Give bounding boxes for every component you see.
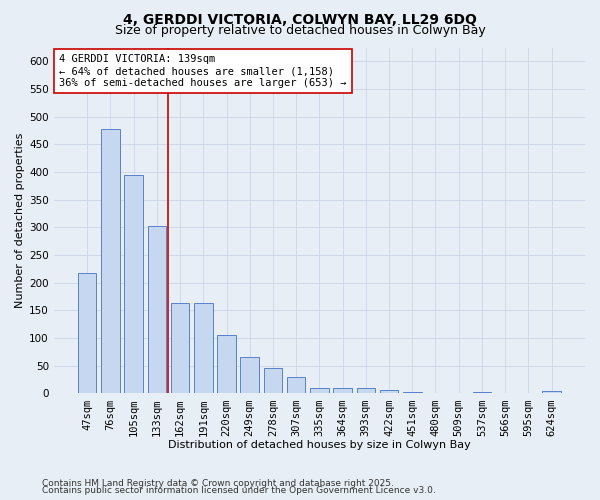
Text: Contains HM Land Registry data © Crown copyright and database right 2025.: Contains HM Land Registry data © Crown c…	[42, 478, 394, 488]
Text: 4, GERDDI VICTORIA, COLWYN BAY, LL29 6DQ: 4, GERDDI VICTORIA, COLWYN BAY, LL29 6DQ	[123, 12, 477, 26]
Bar	[101, 129, 120, 394]
Bar	[403, 392, 422, 394]
Y-axis label: Number of detached properties: Number of detached properties	[15, 133, 25, 308]
Bar	[124, 175, 143, 394]
Bar	[148, 226, 166, 394]
Text: Contains public sector information licensed under the Open Government Licence v3: Contains public sector information licen…	[42, 486, 436, 495]
Bar	[334, 388, 352, 394]
Bar	[310, 388, 329, 394]
X-axis label: Distribution of detached houses by size in Colwyn Bay: Distribution of detached houses by size …	[168, 440, 471, 450]
Text: 4 GERDDI VICTORIA: 139sqm
← 64% of detached houses are smaller (1,158)
36% of se: 4 GERDDI VICTORIA: 139sqm ← 64% of detac…	[59, 54, 347, 88]
Text: Size of property relative to detached houses in Colwyn Bay: Size of property relative to detached ho…	[115, 24, 485, 37]
Bar	[241, 358, 259, 394]
Bar	[380, 390, 398, 394]
Bar	[217, 336, 236, 394]
Bar	[263, 368, 282, 394]
Bar	[194, 303, 212, 394]
Bar	[171, 303, 190, 394]
Bar	[473, 392, 491, 394]
Bar	[287, 377, 305, 394]
Bar	[542, 392, 561, 394]
Bar	[356, 388, 375, 394]
Bar	[78, 273, 97, 394]
